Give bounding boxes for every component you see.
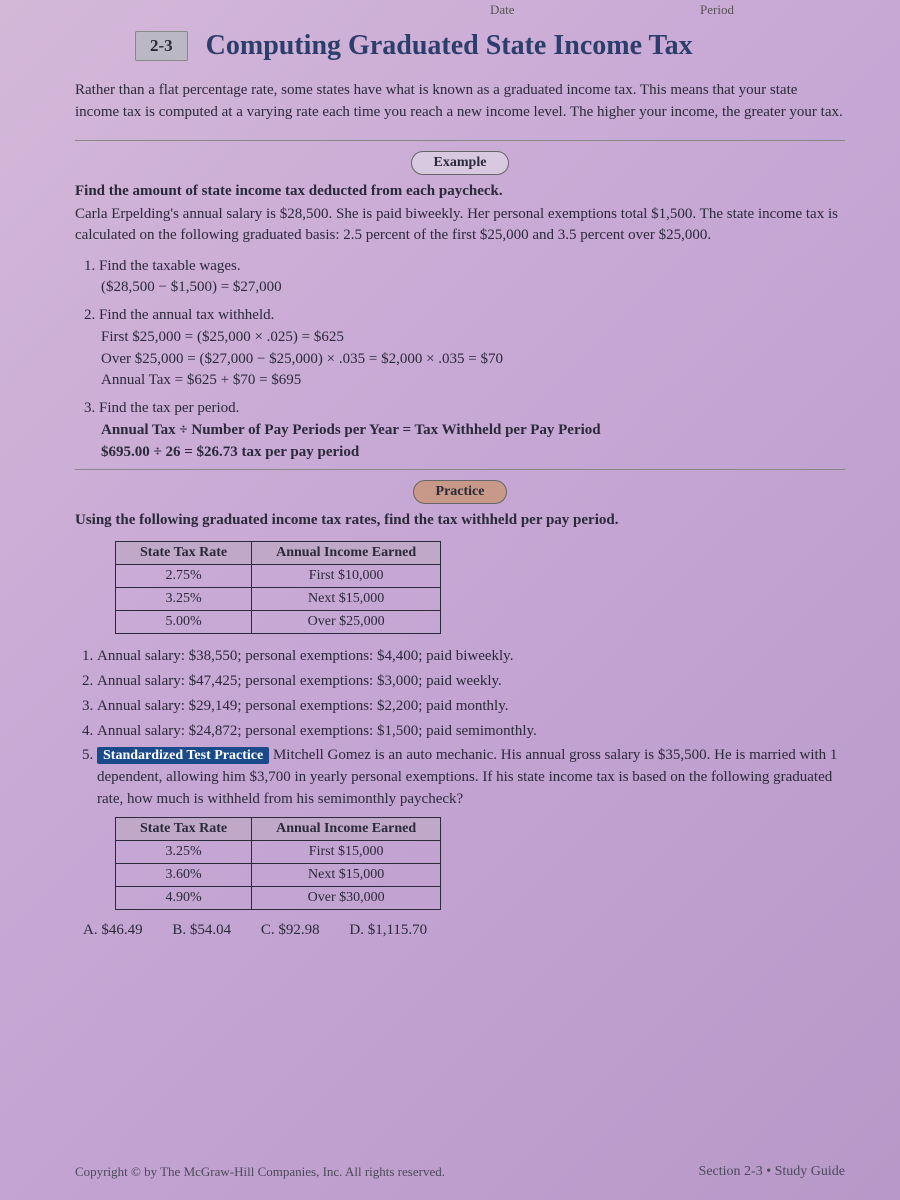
choice-b: B. $54.04 — [172, 922, 231, 939]
t2-col1: State Tax Rate — [116, 817, 252, 840]
t2-r2c1: Over $30,000 — [252, 886, 441, 909]
t2-r1c0: 3.60% — [116, 863, 252, 886]
practice-problems: Annual salary: $38,550; personal exempti… — [75, 646, 845, 810]
t2-r1c1: Next $15,000 — [252, 863, 441, 886]
t1-r1c1: Next $15,000 — [252, 588, 441, 611]
copyright: Copyright © by The McGraw-Hill Companies… — [75, 1164, 445, 1180]
step-3: Find the tax per period. Annual Tax ÷ Nu… — [99, 398, 845, 463]
t1-r1c0: 3.25% — [116, 588, 252, 611]
page-footer: Copyright © by The McGraw-Hill Companies… — [75, 1164, 845, 1180]
t1-r2c0: 5.00% — [116, 611, 252, 634]
stp-badge: Standardized Test Practice — [97, 747, 269, 764]
step-1: Find the taxable wages. ($28,500 − $1,50… — [99, 256, 845, 300]
period-label: Period — [700, 2, 734, 18]
step2-title: Find the annual tax withheld. — [99, 307, 274, 323]
problem-1: Annual salary: $38,550; personal exempti… — [97, 646, 845, 668]
step2-l2: Over $25,000 = ($27,000 − $25,000) × .03… — [101, 351, 503, 367]
example-pill: Example — [411, 151, 510, 175]
practice-intro: Using the following graduated income tax… — [75, 512, 845, 529]
tax-table-1: State Tax Rate Annual Income Earned 2.75… — [115, 541, 441, 634]
practice-pill: Practice — [413, 480, 508, 504]
choice-d: D. $1,115.70 — [349, 922, 427, 939]
t1-r0c1: First $10,000 — [252, 565, 441, 588]
choice-c: C. $92.98 — [261, 922, 320, 939]
intro-paragraph: Rather than a flat percentage rate, some… — [75, 80, 845, 124]
page-header: 2-3 Computing Graduated State Income Tax — [75, 30, 845, 62]
t2-r2c0: 4.90% — [116, 886, 252, 909]
t2-col2: Annual Income Earned — [252, 817, 441, 840]
problem-4: Annual salary: $24,872; personal exempti… — [97, 721, 845, 743]
problem-5: Standardized Test Practice Mitchell Gome… — [97, 745, 845, 810]
problem-3: Annual salary: $29,149; personal exempti… — [97, 696, 845, 718]
t1-r2c1: Over $25,000 — [252, 611, 441, 634]
section-guide: Section 2-3 • Study Guide — [699, 1164, 845, 1180]
example-setup: Carla Erpelding's annual salary is $28,5… — [75, 204, 845, 246]
date-label: Date — [490, 2, 515, 18]
t2-r0c0: 3.25% — [116, 840, 252, 863]
step3-l1: Annual Tax ÷ Number of Pay Periods per Y… — [101, 422, 601, 438]
t2-r0c1: First $15,000 — [252, 840, 441, 863]
section-number: 2-3 — [135, 31, 188, 61]
step2-l3: Annual Tax = $625 + $70 = $695 — [101, 372, 301, 388]
problem-2: Annual salary: $47,425; personal exempti… — [97, 671, 845, 693]
step-2: Find the annual tax withheld. First $25,… — [99, 305, 845, 392]
t1-col2: Annual Income Earned — [252, 542, 441, 565]
step2-l1: First $25,000 = ($25,000 × .025) = $625 — [101, 329, 344, 345]
example-heading: Find the amount of state income tax dedu… — [75, 183, 845, 200]
tax-table-2: State Tax Rate Annual Income Earned 3.25… — [115, 817, 441, 910]
step1-line: ($28,500 − $1,500) = $27,000 — [101, 279, 282, 295]
page-title: Computing Graduated State Income Tax — [206, 30, 693, 62]
choice-a: A. $46.49 — [83, 922, 143, 939]
t1-r0c0: 2.75% — [116, 565, 252, 588]
t1-col1: State Tax Rate — [116, 542, 252, 565]
example-steps: Find the taxable wages. ($28,500 − $1,50… — [75, 256, 845, 464]
divider — [75, 469, 845, 470]
step3-title: Find the tax per period. — [99, 400, 239, 416]
step3-l2: $695.00 ÷ 26 = $26.73 tax per pay period — [101, 444, 359, 460]
divider — [75, 140, 845, 141]
answer-choices: A. $46.49 B. $54.04 C. $92.98 D. $1,115.… — [83, 922, 845, 939]
step1-title: Find the taxable wages. — [99, 258, 241, 274]
